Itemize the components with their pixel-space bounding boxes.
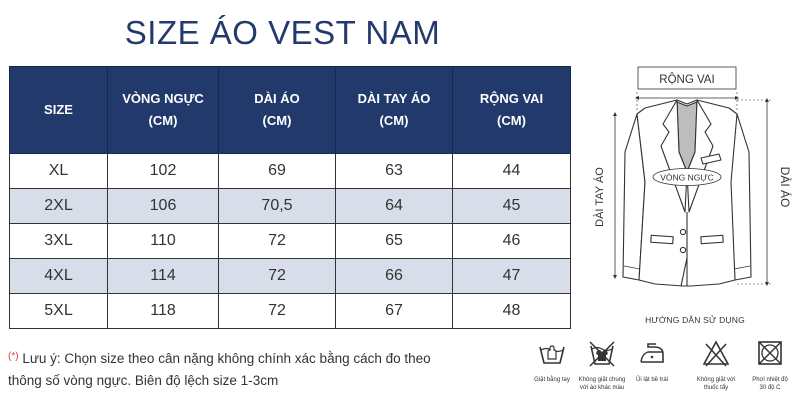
length-label: DÀI ÁO: [778, 167, 793, 208]
care-item: Không giặt chung với áo khác màu: [572, 338, 632, 392]
care-label: Ủi lật bề trái: [635, 377, 668, 383]
care-label: Không giặt chung: [578, 377, 626, 383]
cell-length: 69: [218, 153, 336, 189]
table-row: 2XL 106 70,5 64 45: [9, 188, 571, 224]
header-shoulder: RỘNG VAI (CM): [452, 66, 571, 154]
table-row: 5XL 118 72 67 48: [9, 293, 571, 329]
cell-chest: 102: [107, 153, 219, 189]
header-label: RỘNG VAI: [479, 91, 544, 106]
care-label: 30 độ C: [759, 385, 781, 391]
header-chest: VÒNG NGỰC (CM): [107, 66, 219, 154]
table-header-row: SIZE VÒNG NGỰC (CM) DÀI ÁO (CM) DÀI TAY ÁO…: [9, 66, 571, 154]
note-line-2: thông số vòng ngực. Biên độ lệch size 1-…: [8, 373, 279, 388]
cell-shoulder: 48: [452, 293, 571, 329]
hand-wash-icon: [539, 345, 565, 364]
sleeve-label: DÀI TAY ÁO: [593, 167, 606, 227]
cell-shoulder: 46: [452, 223, 571, 259]
header-sleeve: DÀI TAY ÁO (CM): [335, 66, 453, 154]
note-asterisk: (*): [8, 351, 19, 362]
cell-size: 2XL: [9, 188, 108, 224]
cell-chest: 118: [107, 293, 219, 329]
header-label: VÒNG NGỰC: [122, 91, 204, 106]
dry-30c-icon: [758, 341, 782, 365]
header-unit: (CM): [497, 113, 526, 128]
iron-reverse-icon: [640, 343, 664, 363]
care-label: Không giặt với: [696, 377, 736, 383]
cell-length: 72: [218, 258, 336, 294]
cell-length: 70,5: [218, 188, 336, 224]
header-label: DÀI ÁO: [254, 91, 300, 106]
size-table: SIZE VÒNG NGỰC (CM) DÀI ÁO (CM) DÀI TAY ÁO…: [9, 66, 571, 329]
header-size: SIZE: [9, 66, 108, 154]
page-title: SIZE ÁO VEST NAM: [124, 14, 441, 51]
care-item: Phơi nhiệt độ 30 độ C: [740, 338, 800, 392]
header-length: DÀI ÁO (CM): [218, 66, 336, 154]
size-note: (*) Lưu ý: Chọn size theo cân nặng không…: [8, 348, 528, 392]
cell-size: 5XL: [9, 293, 108, 329]
note-line-1: Lưu ý: Chọn size theo cân nặng không chí…: [22, 351, 431, 366]
cell-size: 4XL: [9, 258, 108, 294]
care-label: với áo khác màu: [579, 385, 625, 391]
care-item: Không giặt với thuốc tẩy: [686, 338, 746, 392]
cell-shoulder: 47: [452, 258, 571, 294]
header-unit: (CM): [379, 113, 409, 128]
no-bleach-icon: [702, 340, 730, 367]
header-unit: (CM): [262, 113, 292, 128]
care-item: Giặt bằng tay: [522, 338, 582, 384]
table-row: XL 102 69 63 44: [9, 153, 571, 189]
cell-sleeve: 63: [335, 153, 453, 189]
cell-sleeve: 66: [335, 258, 453, 294]
header-label: SIZE: [44, 102, 73, 117]
care-guide-title: HƯỚNG DẪN SỬ DỤNG: [645, 315, 745, 325]
care-label: Giặt bằng tay: [534, 377, 570, 383]
cell-size: 3XL: [9, 223, 108, 259]
care-label: thuốc tẩy: [703, 385, 729, 391]
care-item: Ủi lật bề trái: [622, 338, 682, 384]
cell-length: 72: [218, 293, 336, 329]
chest-label-ellipse: [652, 168, 722, 186]
header-label: DÀI TAY ÁO: [357, 91, 431, 106]
cell-sleeve: 64: [335, 188, 453, 224]
care-label: Phơi nhiệt độ: [752, 377, 788, 383]
table-row: 3XL 110 72 65 46: [9, 223, 571, 259]
vest-measurement-diagram: RỘNG VAI VÒNG NGỰC DÀI TAY ÁO: [593, 66, 793, 287]
header-unit: (CM): [148, 113, 178, 128]
cell-length: 72: [218, 223, 336, 259]
table-row: 4XL 114 72 66 47: [9, 258, 571, 294]
cell-chest: 114: [107, 258, 219, 294]
cell-sleeve: 65: [335, 223, 453, 259]
vest-jacket-icon: [622, 99, 752, 287]
cell-sleeve: 67: [335, 293, 453, 329]
cell-chest: 106: [107, 188, 219, 224]
chest-label: VÒNG NGỰC: [660, 173, 714, 183]
shoulder-label: RỘNG VAI: [659, 73, 714, 86]
cell-shoulder: 45: [452, 188, 571, 224]
cell-chest: 110: [107, 223, 219, 259]
shoulder-label-box: [637, 66, 737, 90]
no-mix-wash-icon: [589, 341, 615, 367]
cell-size: XL: [9, 153, 108, 189]
cell-shoulder: 44: [452, 153, 571, 189]
